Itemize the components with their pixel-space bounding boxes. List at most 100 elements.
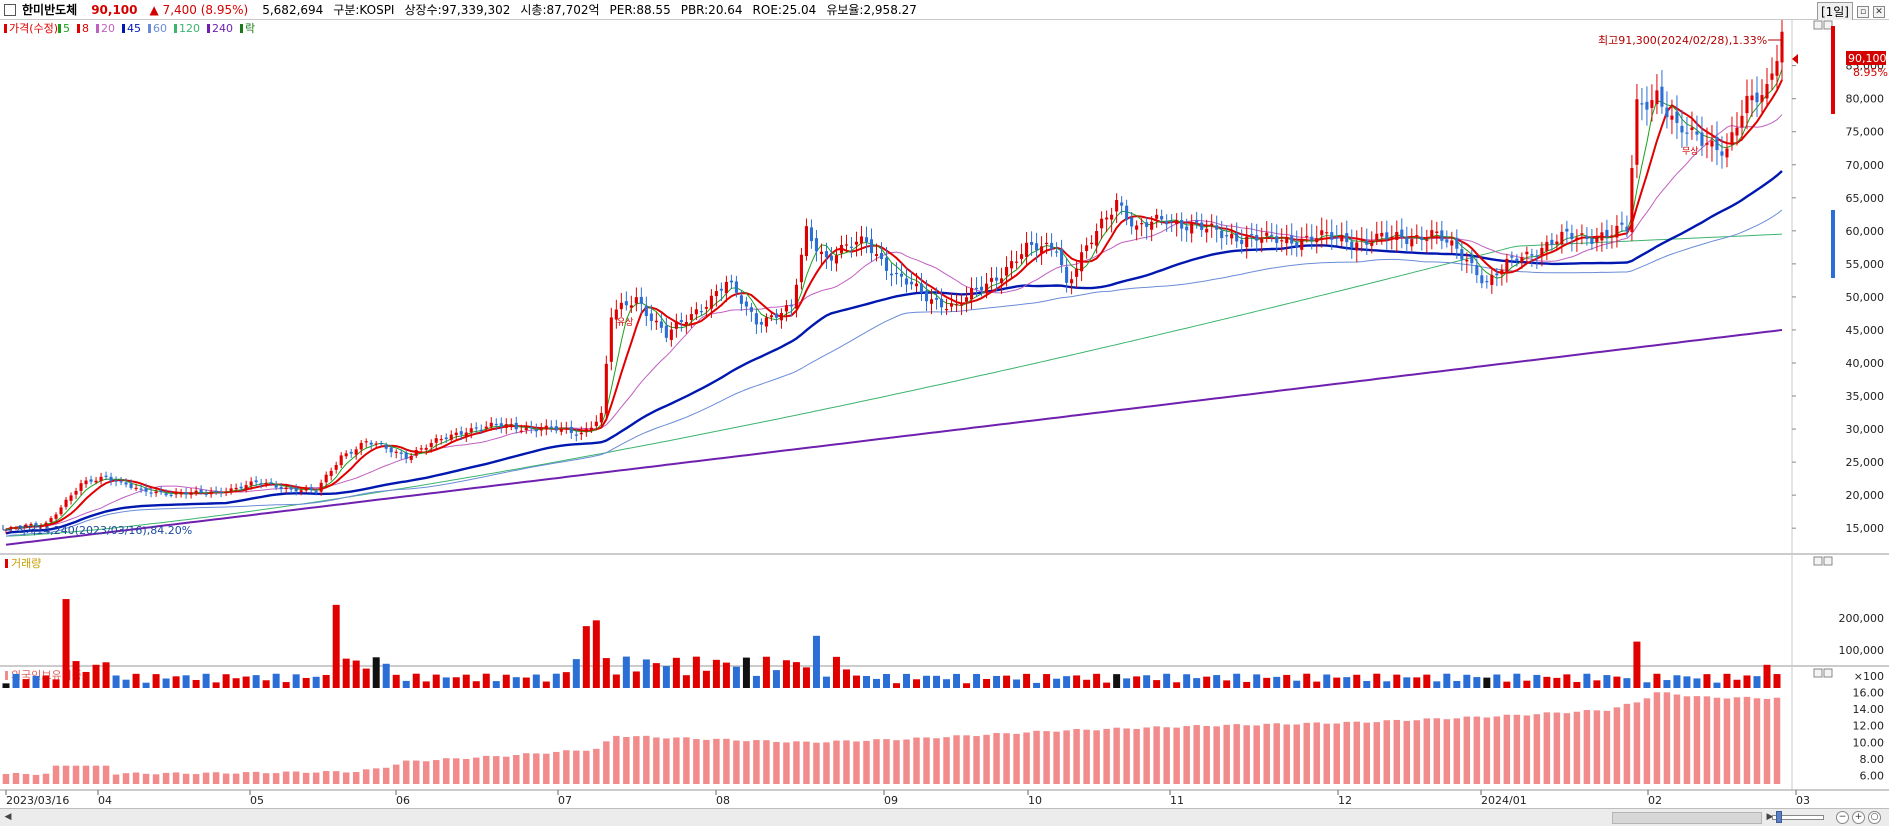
candle-down bbox=[529, 427, 533, 429]
panel-minimize-icon[interactable] bbox=[1813, 20, 1823, 30]
candle-down bbox=[824, 251, 829, 258]
volume-bar bbox=[282, 682, 290, 688]
candle-up bbox=[1085, 245, 1089, 252]
candle-down bbox=[1590, 238, 1594, 244]
date-label-4: 07 bbox=[558, 794, 572, 807]
zoom-controls[interactable]: − + ○ bbox=[1836, 811, 1881, 824]
panel-minimize-icon[interactable] bbox=[1813, 556, 1823, 566]
candle-down bbox=[1515, 258, 1519, 261]
foreign-bar bbox=[1133, 728, 1140, 784]
zoom-slider[interactable] bbox=[1772, 815, 1824, 820]
stock-name[interactable]: 한미반도체 bbox=[22, 3, 78, 17]
volume-bar bbox=[1463, 674, 1471, 688]
scroll-left-icon[interactable]: ◀ bbox=[4, 812, 12, 822]
volume-bar bbox=[122, 679, 130, 688]
scroll-thumb[interactable] bbox=[1612, 812, 1762, 824]
candle-down bbox=[894, 272, 899, 275]
candle-down bbox=[1455, 237, 1459, 249]
candle-down bbox=[1130, 217, 1134, 227]
candle-up bbox=[1730, 132, 1734, 145]
zoom-in-icon[interactable]: + bbox=[1852, 811, 1865, 824]
volume-bar bbox=[562, 672, 570, 688]
scroll-right-icon[interactable]: ▶ bbox=[1766, 812, 1774, 822]
panel-minimize-icon[interactable] bbox=[1813, 668, 1823, 678]
volume-bar bbox=[572, 659, 580, 688]
volume-bar bbox=[1043, 674, 1051, 688]
volume-bar bbox=[1293, 680, 1301, 688]
panel-close-icon[interactable] bbox=[1823, 20, 1833, 30]
zoom-out-icon[interactable]: − bbox=[1836, 811, 1849, 824]
foreign-bar bbox=[62, 765, 70, 784]
panel-close-icon[interactable] bbox=[1823, 556, 1833, 566]
volume-bar bbox=[1143, 675, 1151, 688]
foreign-bar bbox=[122, 773, 130, 784]
volume-bar bbox=[1193, 678, 1201, 688]
candle-up bbox=[1390, 236, 1394, 239]
candle-down bbox=[569, 426, 573, 433]
candle-down bbox=[1720, 151, 1724, 156]
volume-bar bbox=[903, 673, 910, 688]
foreign-bar bbox=[853, 741, 860, 784]
candle-down bbox=[479, 429, 483, 431]
candle-down bbox=[909, 281, 914, 285]
foreign-bar bbox=[1193, 725, 1200, 784]
candle-up bbox=[319, 482, 323, 492]
foreign-bar bbox=[92, 765, 100, 784]
foreign-bar bbox=[993, 733, 1000, 784]
candle-down bbox=[34, 523, 38, 526]
candle-down bbox=[1035, 243, 1039, 251]
current-price-tag bbox=[1846, 51, 1886, 65]
zoom-reset-icon[interactable]: ○ bbox=[1868, 811, 1881, 824]
candle-up bbox=[969, 288, 974, 300]
candle-up bbox=[704, 307, 708, 309]
volume-bar bbox=[1393, 674, 1401, 688]
foreign-panel-controls[interactable] bbox=[1813, 668, 1833, 678]
foreign-bar bbox=[983, 734, 990, 784]
candle-up bbox=[1450, 240, 1454, 246]
ma8-line bbox=[5, 79, 1783, 531]
foreign-bar bbox=[773, 741, 780, 784]
current-pct-tag: 8.95% bbox=[1853, 66, 1888, 79]
candle-up bbox=[244, 485, 248, 489]
foreign-bar bbox=[1513, 714, 1521, 784]
candle-up bbox=[1205, 228, 1209, 233]
volume-bar bbox=[362, 668, 370, 688]
volume-bar bbox=[1703, 674, 1711, 688]
candle-up bbox=[1735, 127, 1739, 136]
candle-up bbox=[1505, 258, 1509, 273]
current-price: 90,100 bbox=[91, 2, 138, 17]
legend-label-6: 120 bbox=[179, 22, 200, 35]
volume-bar bbox=[1743, 675, 1751, 688]
foreign-bar bbox=[302, 772, 310, 784]
scroll-bar[interactable]: ◀ ▶ − + ○ bbox=[0, 808, 1889, 826]
foreign-axis-label-3: 10.00 bbox=[1853, 736, 1885, 749]
foreign-bar bbox=[693, 739, 700, 784]
volume-bar bbox=[442, 677, 450, 688]
foreign-bar bbox=[623, 737, 630, 784]
volume-panel-controls[interactable] bbox=[1813, 556, 1833, 566]
foreign-bar bbox=[643, 735, 650, 784]
close-icon[interactable]: ✕ bbox=[1873, 5, 1885, 18]
foreign-bar bbox=[12, 772, 20, 784]
candle-up bbox=[1305, 235, 1309, 238]
stock-chart[interactable]: 가격(수정) 5 8 20 45 60 120 240 락 거래량 외국인보유비중 85,000… bbox=[0, 20, 1889, 808]
foreign-bar bbox=[222, 773, 230, 784]
volume-bar bbox=[82, 671, 90, 688]
select-checkbox[interactable] bbox=[4, 3, 16, 16]
foreign-bar bbox=[873, 739, 880, 784]
panel-close-icon[interactable] bbox=[1823, 668, 1833, 678]
period-selector[interactable]: [1일] bbox=[1816, 2, 1853, 21]
volume-bar bbox=[1283, 674, 1291, 688]
candle-up bbox=[234, 487, 238, 490]
foreign-bar bbox=[1713, 697, 1721, 784]
axis-labels: 85,00080,00075,00070,00065,00060,00055,0… bbox=[5, 60, 1885, 807]
minimize-icon[interactable]: ▫ bbox=[1857, 5, 1869, 18]
foreign-bar bbox=[1433, 718, 1441, 784]
candle-down bbox=[384, 444, 388, 449]
price-panel-controls[interactable] bbox=[1813, 20, 1833, 30]
candle-up bbox=[429, 442, 433, 447]
price-axis-label-4: 65,000 bbox=[1846, 192, 1885, 205]
volume-bar bbox=[943, 679, 951, 688]
foreign-bar bbox=[823, 742, 830, 784]
zoom-slider-knob[interactable] bbox=[1776, 811, 1782, 823]
